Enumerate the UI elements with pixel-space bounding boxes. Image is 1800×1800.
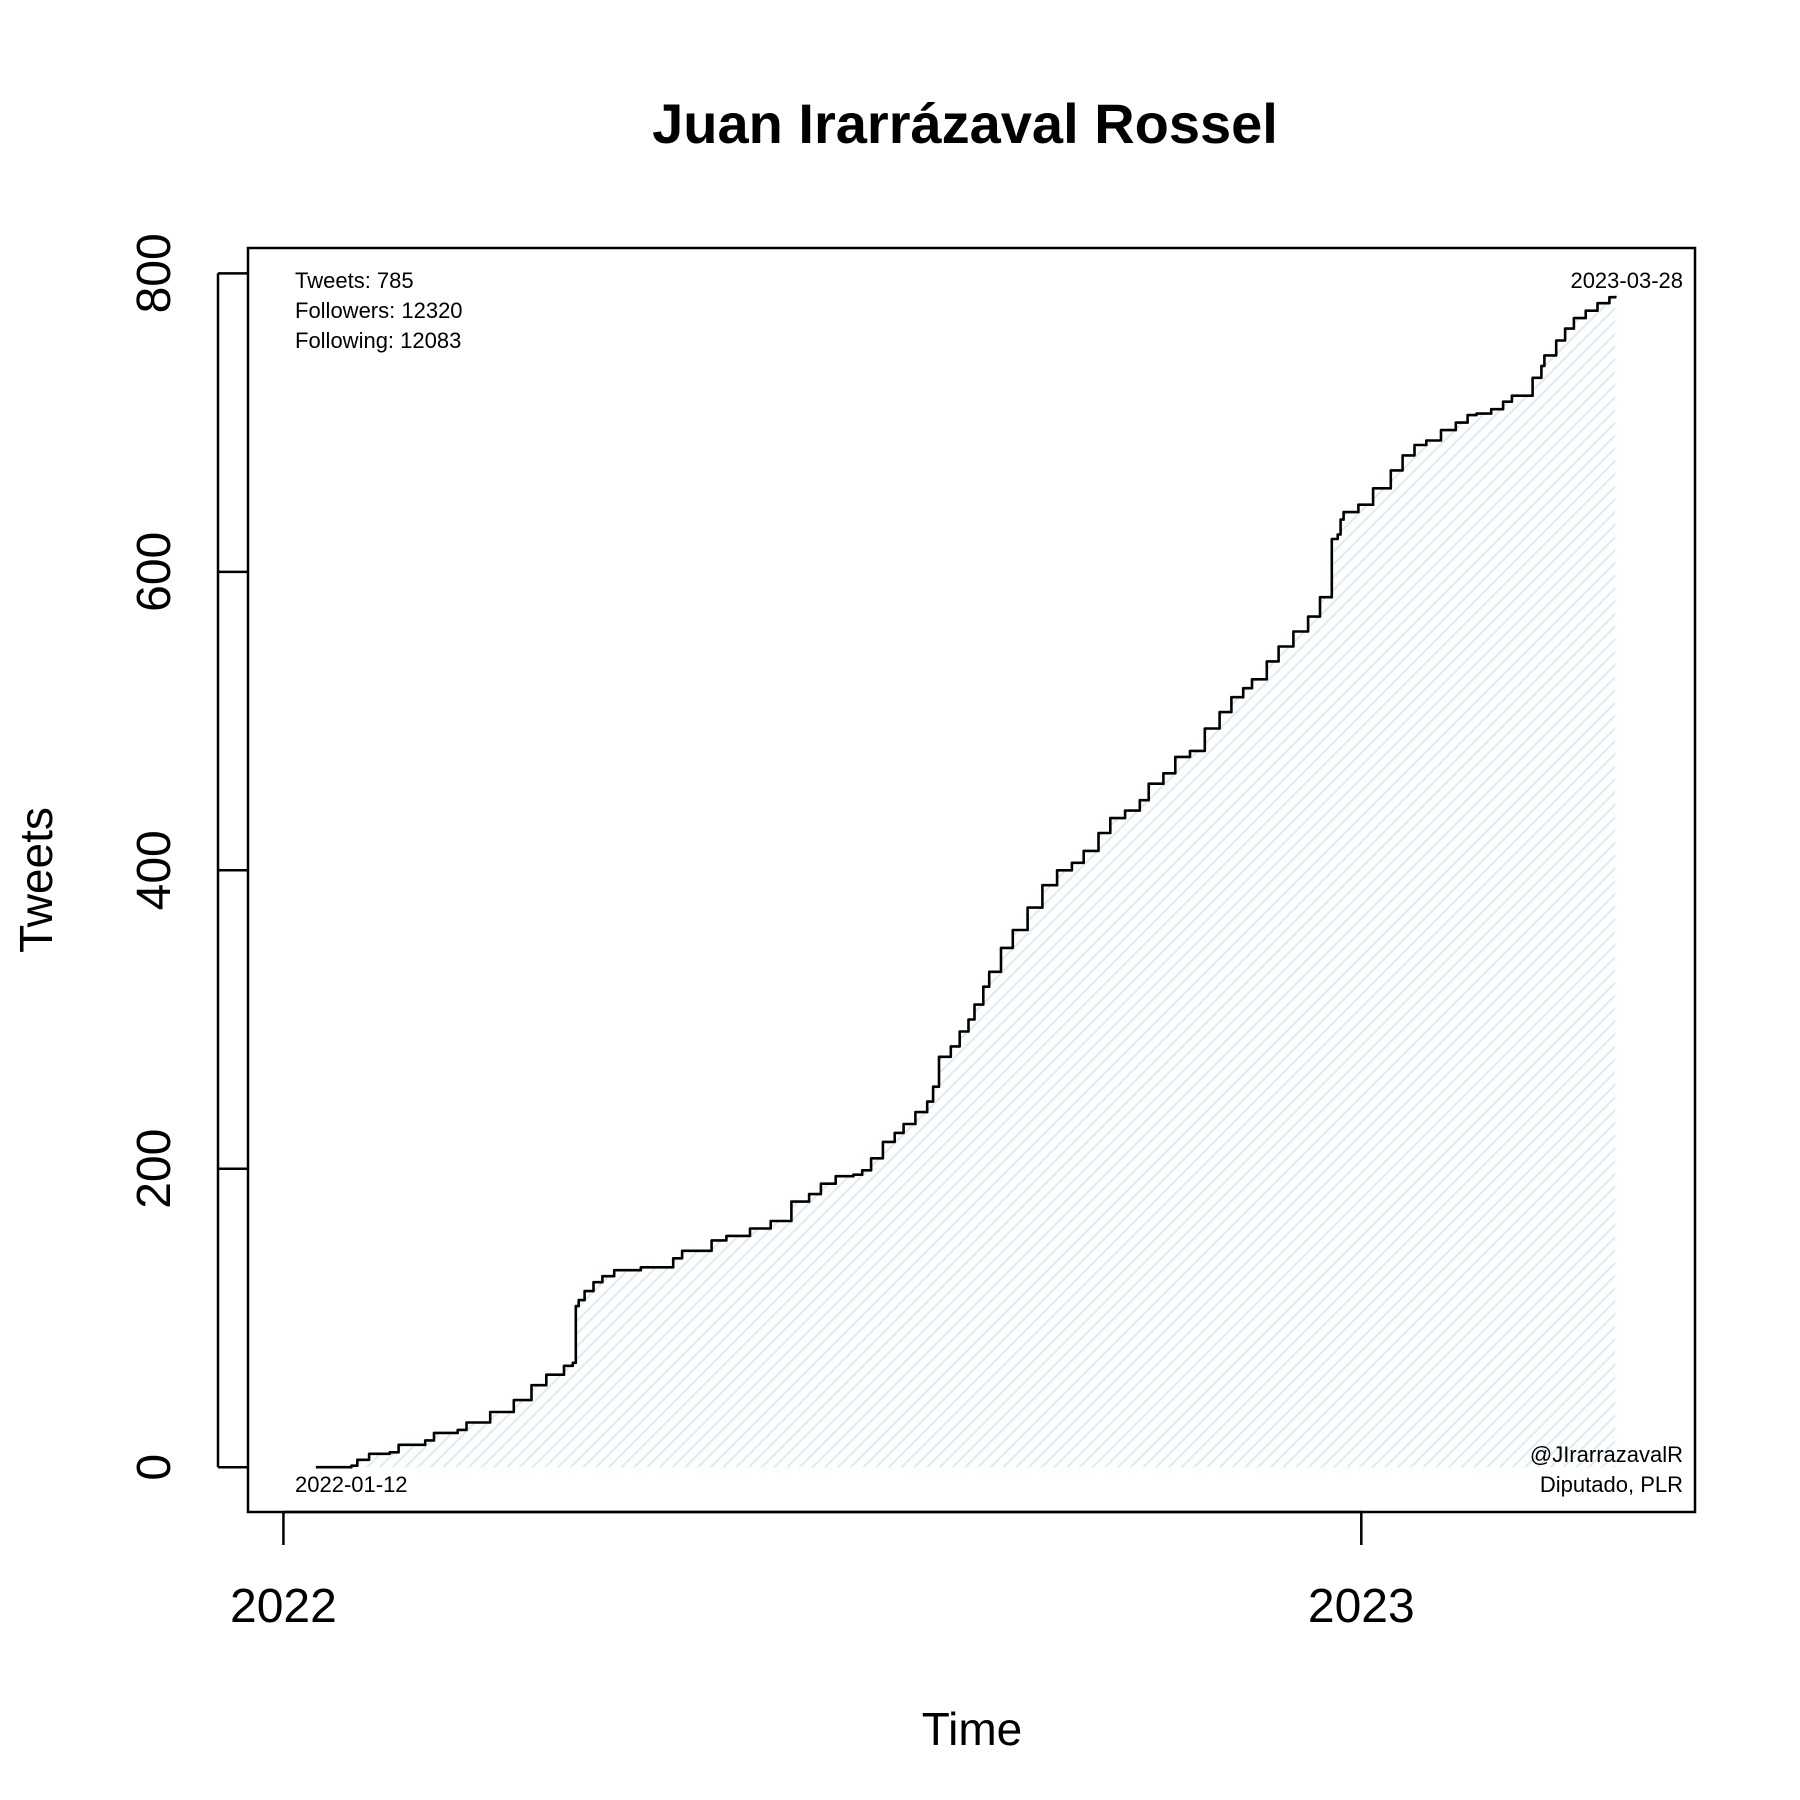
y-tick-label: 0 [128, 1454, 181, 1481]
x-axis-label: Time [922, 1703, 1023, 1755]
role-label: Diputado, PLR [1540, 1472, 1683, 1497]
twitter-handle-label: @JIrarrazavalR [1530, 1442, 1683, 1467]
x-tick-label: 2023 [1308, 1580, 1415, 1633]
y-axis-label: Tweets [10, 807, 62, 953]
tweets-count-label: Tweets: 785 [295, 268, 414, 293]
y-axis: 0 200 400 600 800 [128, 233, 248, 1481]
plot-area [315, 295, 1617, 1469]
series-line-tweets [315, 295, 1617, 1469]
y-tick-label: 200 [128, 1129, 181, 1209]
x-axis: 2022 2023 [230, 1510, 1415, 1633]
y-tick-label: 400 [128, 830, 181, 910]
following-count-label: Following: 12083 [295, 328, 461, 353]
chart-title: Juan Irarrázaval Rossel [652, 92, 1278, 155]
end-date-label: 2023-03-28 [1570, 268, 1683, 293]
x-tick-label: 2022 [230, 1580, 337, 1633]
y-tick-label: 800 [128, 233, 181, 313]
area-under-curve [315, 295, 1616, 1468]
y-tick-label: 600 [128, 532, 181, 612]
followers-count-label: Followers: 12320 [295, 298, 463, 323]
start-date-label: 2022-01-12 [295, 1472, 408, 1497]
